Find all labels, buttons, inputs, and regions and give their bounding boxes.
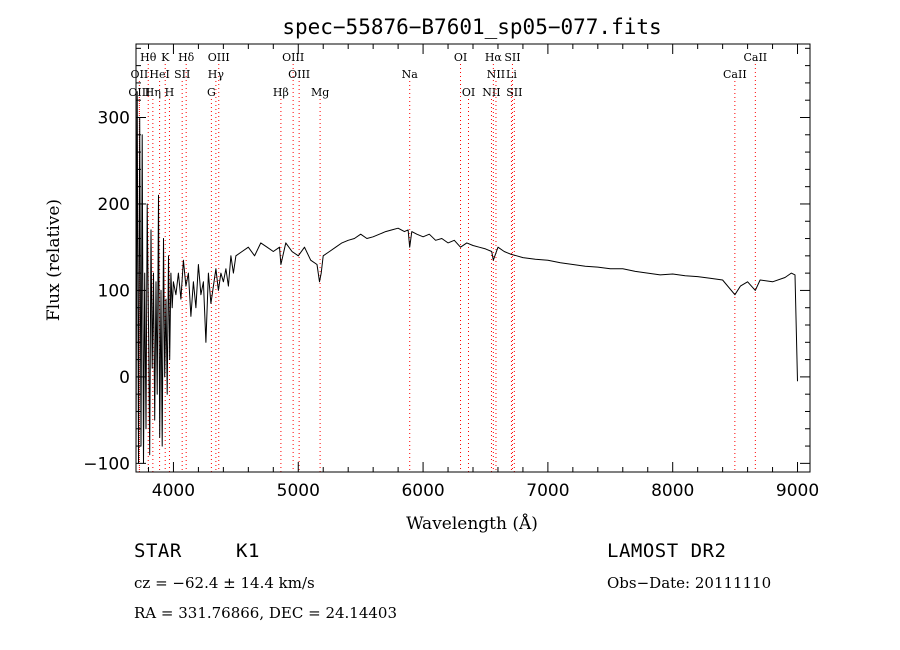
plot-frame [135,43,811,473]
line-marker-label: SII [506,86,522,99]
spectrum-line [135,91,798,464]
line-marker-label: OI [454,51,467,64]
x-tick-label: 8000 [651,481,694,501]
line-marker-label: Hθ [140,51,157,64]
line-marker-label: NII [487,68,505,81]
obs-date: Obs−Date: 20111110 [607,574,772,592]
x-tick-label: 4000 [152,481,195,501]
line-marker-label: SII [174,68,190,81]
x-tick-label: 9000 [776,481,819,501]
line-marker-label: HeI [149,68,169,81]
line-marker-label: OII [131,68,149,81]
line-marker-label: Li [506,68,517,81]
object-type: STAR [134,540,182,562]
chart-title: spec−55876−B7601_sp05−077.fits [282,15,661,39]
line-marker-label: Hα [485,51,503,64]
survey-name: LAMOST DR2 [607,540,727,562]
line-marker-label: Hβ [273,86,289,99]
line-marker-label: Hη [145,86,161,99]
coordinates: RA = 331.76866, DEC = 24.14403 [134,604,398,622]
line-marker-label: CaII [723,68,747,81]
line-marker-label: Mg [311,86,329,99]
y-axis-label: Flux (relative) [44,199,64,321]
line-marker-label: H [165,86,175,99]
spectrum-series [135,91,798,464]
line-marker-label: SII [504,51,520,64]
y-tick-label: 300 [98,108,130,128]
object-subclass: K1 [236,540,260,562]
x-axis-label: Wavelength (Å) [406,513,538,534]
line-marker-label: CaII [743,51,767,64]
y-tick-label: 0 [119,368,130,388]
x-tick-label: 6000 [401,481,444,501]
line-marker-label: OIII [282,51,304,64]
line-marker-label: OI [462,86,475,99]
redshift-text: cz = −62.4 ± 14.4 km/s [134,574,315,592]
line-marker-label: K [161,51,170,64]
axes: 4000 5000 6000 7000 8000 9000 −100 0 100 200 300 [83,43,819,501]
line-marker-label: NII [482,86,500,99]
line-marker-label: OIII [208,51,230,64]
line-marker-label: Hδ [178,51,195,64]
line-marker-label: Hγ [208,68,225,81]
line-marker-label: OIII [128,86,150,99]
y-tick-label: −100 [83,454,130,474]
y-tick-label: 100 [98,281,130,301]
y-tick-label: 200 [98,195,130,215]
line-marker-label: Na [402,68,419,81]
x-tick-label: 5000 [277,481,320,501]
line-marker-label: OIII [288,68,310,81]
line-marker-label: G [207,86,216,99]
x-tick-label: 7000 [526,481,569,501]
